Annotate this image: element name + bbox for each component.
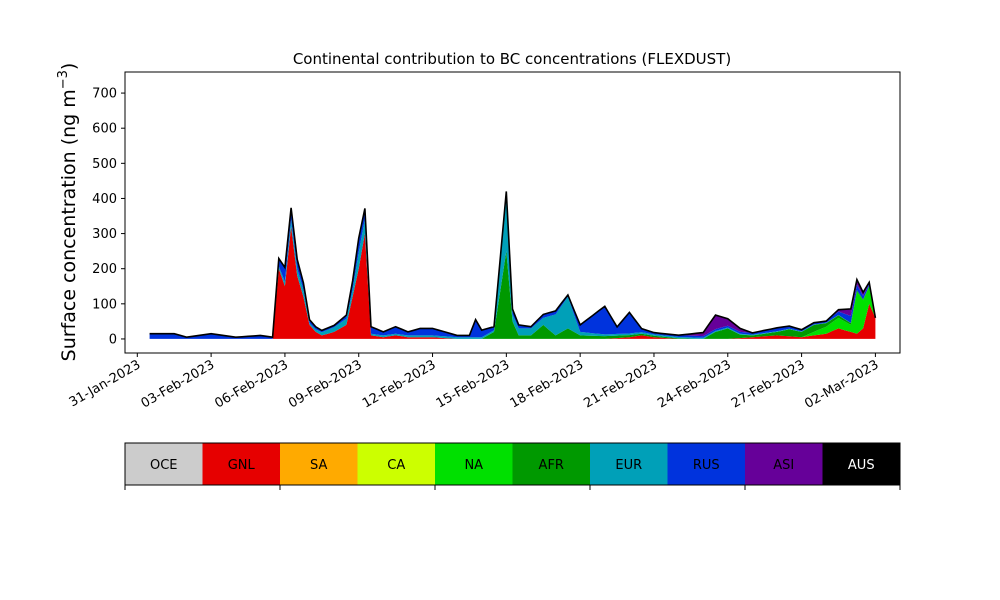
y-axis: 0 100 200 300 400 500 600 700 [92,87,125,347]
legend-swatch-asi [745,443,823,485]
legend-label-ca: CA [387,458,405,473]
legend-swatch-oce [125,443,203,485]
area-series-gnl [149,226,876,339]
y-tick-label: 200 [92,262,117,277]
y-tick-label: 400 [92,192,117,207]
y-tick-label: 700 [92,87,117,102]
y-axis-label-main: Surface concentration (ng m [58,89,80,361]
legend-label-sa: SA [310,458,327,473]
legend-swatch-rus [667,443,746,485]
y-axis-label: Surface concentration (ng m−3) [56,63,80,362]
plot-area [149,191,877,339]
y-axis-label-end: ) [58,63,80,70]
y-tick-label: 300 [92,227,117,242]
y-tick-label: 600 [92,122,117,137]
plot-frame [124,71,901,354]
legend-label-rus: RUS [693,458,720,473]
legend-swatch-eur [590,443,668,485]
legend-colorbar: OCE GNL SA CA NA AFR EUR RUS ASI AUS [124,442,901,490]
y-tick-label: 500 [92,157,117,172]
legend-swatch-na [435,443,513,485]
legend-label-afr: AFR [539,458,564,473]
legend-label-asi: ASI [773,458,794,473]
legend-label-oce: OCE [150,458,178,473]
legend-swatch-gnl [202,443,281,485]
y-tick-label: 0 [109,332,117,347]
legend-swatch-aus [822,443,901,485]
legend-frame [124,442,901,486]
y-axis-label-superscript: −3 [56,70,71,89]
chart-title: Continental contribution to BC concentra… [293,50,731,68]
legend-label-gnl: GNL [228,458,256,473]
legend-swatch-afr [512,443,591,485]
legend-swatch-ca [357,443,436,485]
legend-label-aus: AUS [848,458,875,473]
legend-label-na: NA [464,458,483,473]
y-tick-label: 100 [92,297,117,312]
total-concentration-line [149,191,877,339]
legend-label-eur: EUR [615,458,642,473]
legend-swatch-sa [280,443,358,485]
